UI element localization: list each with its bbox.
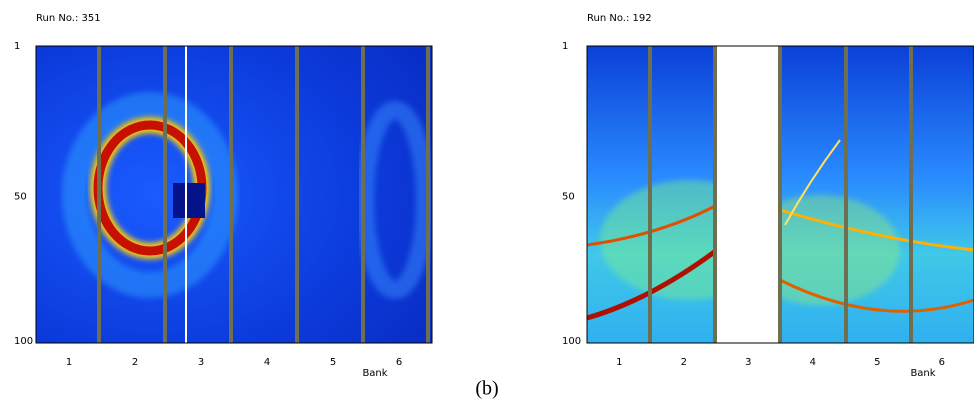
run-label: Run No.: 351 (36, 13, 101, 24)
x-tick-label: 3 (745, 357, 751, 368)
x-tick-label: 5 (330, 357, 336, 368)
y-tick-label: 1 (14, 41, 20, 52)
bank-divider (426, 46, 430, 343)
x-tick-label: 1 (66, 357, 72, 368)
bank-divider (844, 46, 848, 343)
frame (586, 45, 974, 344)
y-tick-label: 1 (562, 41, 568, 52)
bank-divider (97, 46, 101, 343)
x-tick-label: 4 (810, 357, 816, 368)
bank-divider (361, 46, 365, 343)
bank-divider (229, 46, 233, 343)
y-tick-label: 50 (562, 192, 575, 203)
x-tick-label: 5 (874, 357, 880, 368)
x-tick-label: 6 (939, 357, 945, 368)
bank-divider (778, 46, 782, 343)
bank-divider (713, 46, 717, 343)
bank-divider (909, 46, 913, 343)
bank-dividers (648, 46, 913, 343)
x-tick-label: 1 (616, 357, 622, 368)
y-tick-label: 50 (14, 192, 27, 203)
frame (35, 45, 433, 344)
y-tick-label: 100 (562, 336, 581, 347)
bank-divider (163, 46, 167, 343)
detector-image (36, 46, 434, 343)
x-tick-label: 4 (264, 357, 270, 368)
x-axis-label: Bank (362, 368, 387, 379)
x-tick-label: 2 (681, 357, 687, 368)
caption: (b) (475, 378, 498, 400)
y-tick-label: 100 (14, 336, 33, 347)
x-axis-label: Bank (910, 368, 935, 379)
bank-divider (295, 46, 299, 343)
x-tick-label: 3 (198, 357, 204, 368)
bank-dividers (97, 46, 430, 343)
x-tick-label: 2 (132, 357, 138, 368)
bank-divider (648, 46, 652, 343)
run-label: Run No.: 192 (587, 13, 652, 24)
x-tick-label: 6 (396, 357, 402, 368)
